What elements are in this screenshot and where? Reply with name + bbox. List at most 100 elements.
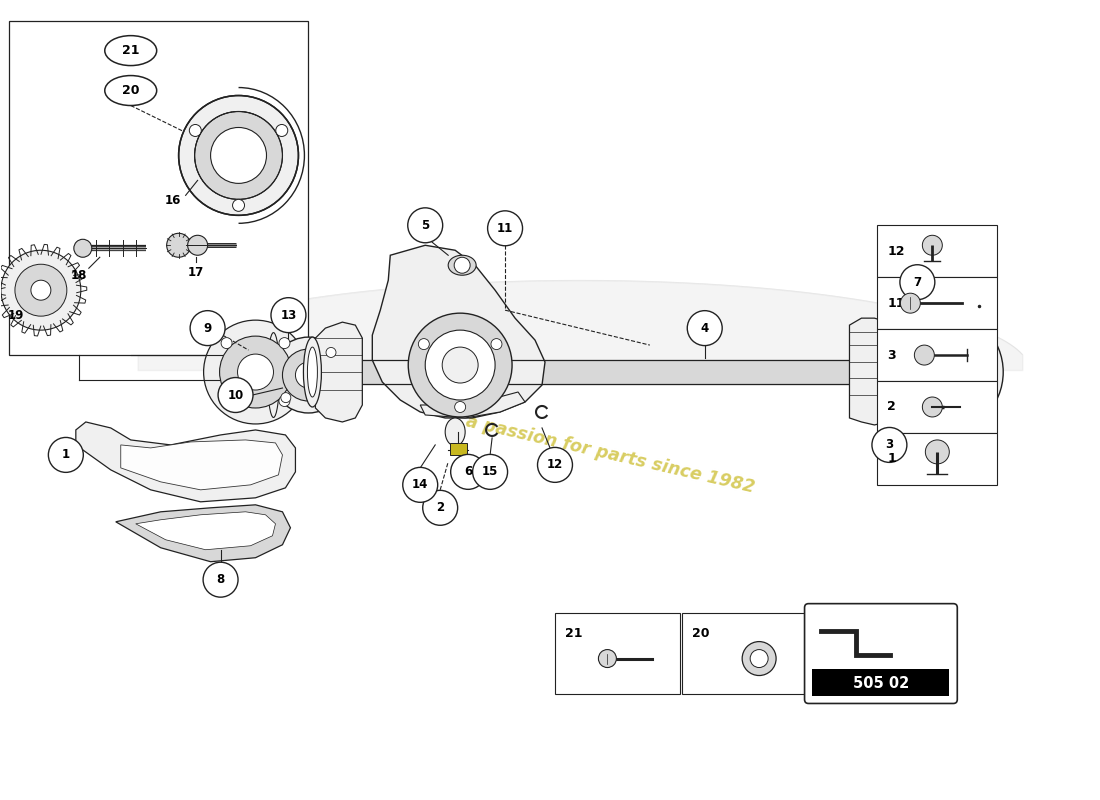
Ellipse shape: [304, 337, 321, 407]
Bar: [812, 669, 949, 697]
Text: 8: 8: [217, 573, 224, 586]
Bar: [878, 226, 998, 278]
Circle shape: [442, 347, 478, 383]
Bar: [224, 341, 286, 403]
Circle shape: [872, 427, 906, 462]
Polygon shape: [76, 422, 296, 502]
Circle shape: [238, 354, 274, 390]
Circle shape: [15, 264, 67, 316]
Circle shape: [220, 336, 292, 408]
Text: 2: 2: [436, 502, 444, 514]
Circle shape: [279, 338, 290, 349]
Text: 12: 12: [547, 458, 563, 471]
Circle shape: [891, 340, 902, 352]
Bar: [878, 433, 998, 485]
Polygon shape: [116, 505, 290, 562]
Circle shape: [178, 95, 298, 215]
Circle shape: [232, 199, 244, 211]
Polygon shape: [135, 512, 275, 550]
Circle shape: [408, 313, 513, 417]
Circle shape: [901, 293, 921, 313]
Text: 12: 12: [888, 245, 905, 258]
Text: 10: 10: [228, 389, 244, 402]
Ellipse shape: [889, 331, 911, 413]
Circle shape: [923, 235, 943, 255]
Ellipse shape: [104, 36, 156, 66]
Circle shape: [473, 454, 507, 490]
Polygon shape: [121, 440, 283, 490]
Circle shape: [418, 338, 429, 350]
Circle shape: [1, 250, 80, 330]
Circle shape: [915, 346, 967, 398]
Circle shape: [451, 454, 485, 490]
Circle shape: [74, 239, 91, 258]
Circle shape: [218, 378, 253, 413]
Circle shape: [221, 338, 232, 349]
Circle shape: [487, 211, 522, 246]
Circle shape: [283, 349, 334, 401]
Ellipse shape: [892, 343, 906, 401]
Circle shape: [980, 340, 992, 352]
Text: 4: 4: [701, 322, 708, 334]
Circle shape: [750, 650, 768, 667]
Circle shape: [276, 125, 288, 137]
Text: 15: 15: [482, 466, 498, 478]
Circle shape: [408, 208, 442, 242]
Text: a passion for parts since 1982: a passion for parts since 1982: [464, 413, 756, 497]
Circle shape: [914, 345, 934, 365]
Ellipse shape: [446, 418, 465, 446]
Circle shape: [403, 467, 438, 502]
Text: 21: 21: [565, 626, 583, 640]
Text: 14: 14: [412, 478, 428, 491]
Text: 505 02: 505 02: [852, 676, 909, 691]
Circle shape: [188, 235, 208, 255]
Circle shape: [742, 642, 777, 675]
Text: 20: 20: [122, 84, 140, 97]
Ellipse shape: [338, 333, 350, 418]
Circle shape: [210, 127, 266, 183]
Circle shape: [189, 125, 201, 137]
Text: 11: 11: [888, 297, 905, 310]
Circle shape: [279, 395, 290, 406]
Circle shape: [48, 438, 84, 472]
Circle shape: [280, 393, 290, 402]
Circle shape: [923, 397, 943, 417]
Polygon shape: [316, 322, 362, 422]
Circle shape: [898, 328, 986, 416]
Circle shape: [925, 440, 949, 464]
Text: 5: 5: [421, 219, 429, 232]
Bar: [878, 381, 998, 433]
Text: 3: 3: [886, 438, 893, 451]
Circle shape: [598, 650, 616, 667]
Circle shape: [190, 310, 226, 346]
Text: 17: 17: [187, 266, 204, 278]
Circle shape: [935, 418, 947, 430]
Polygon shape: [372, 246, 544, 418]
Text: 3: 3: [888, 349, 896, 362]
Text: 19: 19: [8, 309, 24, 322]
Polygon shape: [849, 318, 894, 425]
Circle shape: [296, 362, 321, 388]
Bar: [878, 329, 998, 381]
Circle shape: [454, 258, 470, 274]
Bar: [9, 21, 308, 355]
Polygon shape: [420, 392, 525, 418]
Bar: [682, 613, 806, 694]
Text: 16: 16: [165, 194, 180, 207]
Text: 7: 7: [913, 276, 922, 289]
Circle shape: [204, 562, 238, 597]
Text: 1: 1: [888, 452, 896, 466]
Circle shape: [271, 337, 346, 413]
Circle shape: [688, 310, 723, 346]
Circle shape: [491, 338, 502, 350]
Circle shape: [900, 265, 935, 300]
Text: 18: 18: [70, 269, 87, 282]
FancyBboxPatch shape: [804, 604, 957, 703]
Text: 9: 9: [204, 322, 211, 334]
Bar: [878, 278, 998, 329]
Text: 6: 6: [464, 466, 472, 478]
Circle shape: [195, 111, 283, 199]
Circle shape: [31, 280, 51, 300]
Text: 11: 11: [497, 222, 514, 234]
Circle shape: [221, 395, 232, 406]
